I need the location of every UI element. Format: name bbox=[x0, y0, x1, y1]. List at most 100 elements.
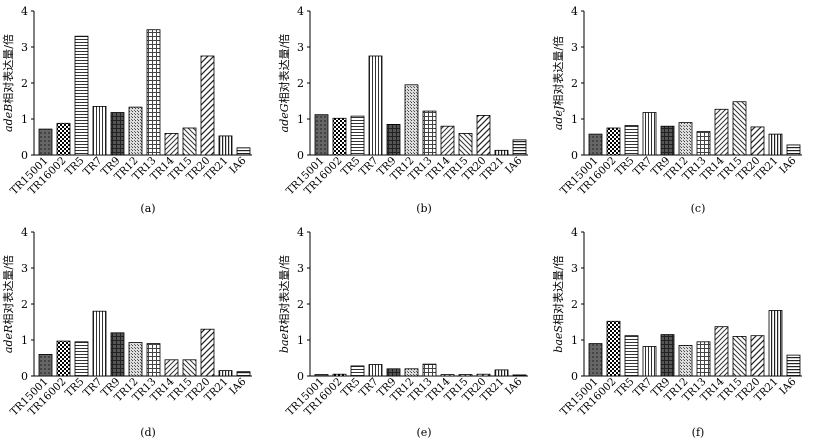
bar-tr5 bbox=[74, 35, 89, 156]
y-axis-label: adeJ相对表达量/倍 bbox=[551, 36, 565, 130]
bar-tr21 bbox=[494, 369, 509, 377]
y-axis-label: adeR相对表达量/倍 bbox=[1, 255, 15, 353]
bar-tr16002 bbox=[56, 122, 71, 156]
bar-tr16002 bbox=[332, 117, 347, 156]
bar-tr15001 bbox=[38, 128, 53, 156]
gene-name: adeJ bbox=[552, 105, 565, 130]
bar-ia6 bbox=[786, 354, 801, 377]
bar-tr7 bbox=[642, 112, 657, 156]
y-tick-label: 2 bbox=[21, 77, 28, 90]
chart-panel-4: 01234TR15001TR16002TR5TR7TR9TR12TR13TR14… bbox=[1, 226, 252, 439]
chart-panel-3: 01234TR15001TR16002TR5TR7TR9TR12TR13TR14… bbox=[551, 5, 802, 215]
y-tick-label: 3 bbox=[297, 262, 304, 275]
bar-tr7 bbox=[368, 364, 383, 377]
y-tick-label: 4 bbox=[571, 5, 578, 18]
bar-tr14 bbox=[164, 359, 179, 377]
bar-tr9 bbox=[386, 368, 401, 377]
bar-ia6 bbox=[236, 371, 251, 377]
bar-tr21 bbox=[768, 133, 783, 156]
bar-tr9 bbox=[660, 334, 675, 377]
bar-tr13 bbox=[422, 110, 437, 156]
bar-tr5 bbox=[624, 125, 639, 156]
bar-tr5 bbox=[624, 335, 639, 377]
y-axis-label-suffix: 相对表达量/倍 bbox=[1, 34, 15, 104]
y-axis-label: adeB相对表达量/倍 bbox=[1, 34, 15, 132]
y-axis-label-suffix: 相对表达量/倍 bbox=[1, 255, 15, 325]
bar-tr14 bbox=[164, 132, 179, 156]
bar-tr15001 bbox=[38, 353, 53, 377]
y-tick-label: 3 bbox=[21, 41, 28, 54]
y-tick-label: 3 bbox=[571, 41, 578, 54]
y-tick-label: 1 bbox=[297, 113, 304, 126]
bar-tr9 bbox=[660, 125, 675, 156]
y-tick-label: 1 bbox=[571, 334, 578, 347]
y-axis-label-suffix: 相对表达量/倍 bbox=[277, 34, 291, 104]
bar-tr15001 bbox=[588, 133, 603, 156]
bar-tr20 bbox=[200, 55, 215, 156]
bar-tr14 bbox=[440, 125, 455, 156]
y-tick-label: 4 bbox=[297, 5, 304, 18]
bar-tr16002 bbox=[606, 320, 621, 377]
bar-ia6 bbox=[236, 147, 251, 156]
panel-caption: (f) bbox=[692, 426, 705, 439]
y-axis-label-suffix: 相对表达量/倍 bbox=[551, 36, 565, 106]
y-tick-label: 4 bbox=[21, 5, 28, 18]
y-axis-label: baeR相对表达量/倍 bbox=[277, 255, 291, 353]
gene-name: adeR bbox=[2, 325, 15, 353]
bar-tr12 bbox=[404, 84, 419, 156]
chart-panel-6: 01234TR15001TR16002TR5TR7TR9TR12TR13TR14… bbox=[551, 226, 802, 439]
y-tick-label: 2 bbox=[297, 298, 304, 311]
bar-tr15 bbox=[182, 359, 197, 377]
bar-tr14 bbox=[714, 326, 729, 377]
bar-tr7 bbox=[642, 346, 657, 377]
bar-tr13 bbox=[696, 131, 711, 156]
chart-panel-5: 01234TR15001TR16002TR5TR7TR9TR12TR13TR14… bbox=[277, 226, 528, 439]
bar-tr7 bbox=[92, 106, 107, 156]
y-tick-label: 1 bbox=[21, 113, 28, 126]
bar-tr12 bbox=[404, 368, 419, 377]
y-tick-label: 0 bbox=[571, 370, 578, 383]
bar-tr7 bbox=[92, 310, 107, 377]
bar-tr9 bbox=[386, 124, 401, 156]
bar-tr20 bbox=[750, 126, 765, 156]
y-axis-label: baeS相对表达量/倍 bbox=[551, 255, 565, 352]
bar-tr14 bbox=[714, 108, 729, 156]
bar-tr5 bbox=[74, 341, 89, 377]
y-axis-label: adeG相对表达量/倍 bbox=[277, 34, 291, 133]
panel-caption: (e) bbox=[416, 426, 431, 439]
bar-tr13 bbox=[146, 343, 161, 377]
y-tick-label: 0 bbox=[297, 149, 304, 162]
y-tick-label: 2 bbox=[571, 298, 578, 311]
panel-caption: (b) bbox=[416, 202, 432, 215]
bar-ia6 bbox=[786, 144, 801, 156]
gene-name: adeG bbox=[278, 103, 291, 132]
y-tick-label: 4 bbox=[297, 226, 304, 239]
y-tick-label: 3 bbox=[297, 41, 304, 54]
bar-tr5 bbox=[350, 115, 365, 156]
y-tick-label: 4 bbox=[571, 226, 578, 239]
y-tick-label: 0 bbox=[21, 149, 28, 162]
bar-tr13 bbox=[696, 341, 711, 377]
x-tick-label: IA6 bbox=[503, 375, 525, 397]
bar-ia6 bbox=[512, 139, 527, 156]
panel-caption: (d) bbox=[140, 426, 156, 439]
y-tick-label: 1 bbox=[571, 113, 578, 126]
y-tick-label: 0 bbox=[297, 370, 304, 383]
bar-tr20 bbox=[200, 328, 215, 377]
x-tick-label: IA6 bbox=[227, 154, 249, 176]
y-tick-label: 2 bbox=[297, 77, 304, 90]
bar-tr9 bbox=[110, 332, 125, 377]
bar-tr21 bbox=[218, 135, 233, 156]
bar-tr16002 bbox=[606, 127, 621, 156]
bar-tr20 bbox=[750, 335, 765, 377]
bar-tr20 bbox=[476, 373, 491, 377]
bar-tr15 bbox=[182, 127, 197, 156]
bar-tr16002 bbox=[56, 340, 71, 377]
bar-tr21 bbox=[218, 370, 233, 377]
panel-caption: (a) bbox=[140, 202, 155, 215]
y-axis-label-suffix: 相对表达量/倍 bbox=[277, 255, 291, 325]
bar-tr13 bbox=[422, 363, 437, 377]
bar-tr12 bbox=[128, 342, 143, 377]
bar-tr9 bbox=[110, 112, 125, 156]
